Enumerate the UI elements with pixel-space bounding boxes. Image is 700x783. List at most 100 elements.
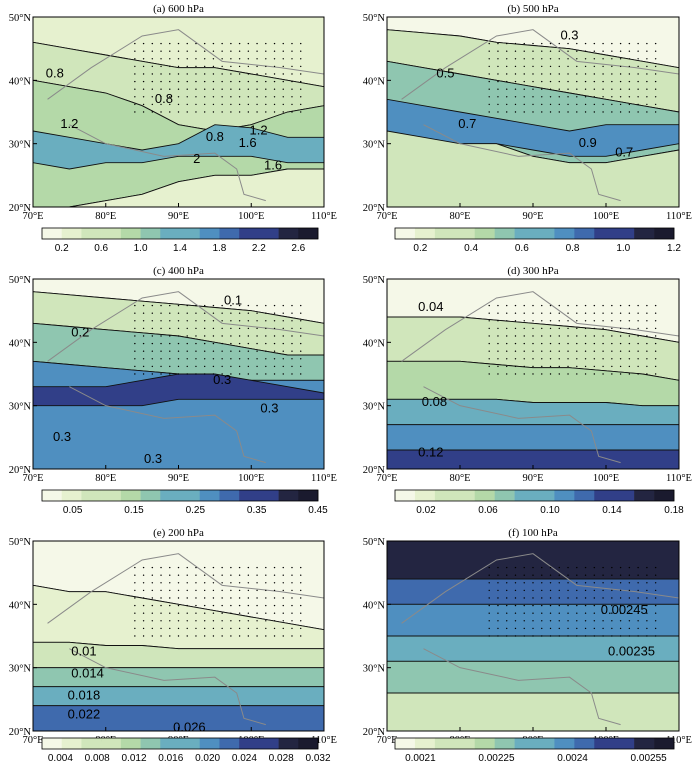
stipple-dot xyxy=(619,103,622,106)
stipple-dot xyxy=(646,597,648,599)
colorbar-tick-label: 0.028 xyxy=(269,753,294,764)
stipple-dot xyxy=(593,566,596,569)
stipple-dot xyxy=(532,358,534,360)
colorbar-segment xyxy=(395,738,416,749)
stipple-dot xyxy=(177,597,180,599)
stipple-dot xyxy=(203,574,206,576)
stipple-dot xyxy=(230,327,232,330)
stipple-dot xyxy=(265,58,267,60)
x-tick-label: 70°E xyxy=(376,211,397,222)
stipple-dot xyxy=(195,73,197,75)
stipple-dot xyxy=(593,96,596,98)
y-tick-label: 20°N xyxy=(363,727,386,738)
stipple-dot xyxy=(611,88,613,90)
stipple-dot xyxy=(558,58,560,60)
stipple-dot xyxy=(532,103,534,106)
stipple-dot xyxy=(230,627,232,630)
stipple-dot xyxy=(160,73,162,75)
stipple-dot xyxy=(238,312,241,314)
stipple-dot xyxy=(282,574,284,576)
stipple-dot xyxy=(506,597,508,599)
stipple-dot xyxy=(230,88,232,90)
stipple-dot xyxy=(619,566,622,569)
stipple-dot xyxy=(541,342,543,345)
stipple-dot xyxy=(497,80,499,83)
stipple-dot xyxy=(256,597,258,599)
stipple-dot xyxy=(584,604,587,607)
stipple-dot xyxy=(628,589,631,592)
stipple-dot xyxy=(637,335,639,337)
stipple-dot xyxy=(203,111,206,113)
stipple-dot xyxy=(514,96,517,98)
stipple-dot xyxy=(169,604,171,607)
stipple-dot xyxy=(628,320,631,322)
stipple-dot xyxy=(523,604,525,607)
stipple-dot xyxy=(541,96,543,98)
stipple-dot xyxy=(637,627,639,630)
contour-label: 0.00235 xyxy=(608,643,655,658)
stipple-dot xyxy=(282,589,284,592)
stipple-dot xyxy=(238,65,241,68)
stipple-dot xyxy=(488,582,490,584)
stipple-dot xyxy=(523,111,525,113)
stipple-dot xyxy=(514,582,517,584)
stipple-dot xyxy=(488,65,490,68)
stipple-dot xyxy=(177,604,180,607)
stipple-dot xyxy=(549,574,552,576)
colorbar-segment xyxy=(140,738,161,749)
stipple-dot xyxy=(238,42,241,45)
stipple-dot xyxy=(203,312,206,314)
stipple-dot xyxy=(203,627,206,630)
significance-stipple xyxy=(134,566,302,637)
stipple-dot xyxy=(195,597,197,599)
stipple-dot xyxy=(186,342,188,345)
stipple-dot xyxy=(142,358,145,360)
contour-label: 0.3 xyxy=(560,27,578,42)
stipple-dot xyxy=(576,597,578,599)
stipple-dot xyxy=(619,42,622,45)
stipple-dot xyxy=(593,103,596,106)
stipple-dot xyxy=(506,111,508,113)
x-tick-label: 100°E xyxy=(238,211,264,222)
stipple-dot xyxy=(584,335,587,337)
stipple-dot xyxy=(273,73,276,75)
stipple-dot xyxy=(488,80,490,83)
stipple-dot xyxy=(273,42,276,45)
stipple-dot xyxy=(151,327,154,330)
stipple-dot xyxy=(195,320,197,322)
stipple-dot xyxy=(549,635,552,637)
stipple-dot xyxy=(273,335,276,337)
stipple-dot xyxy=(488,304,490,307)
stipple-dot xyxy=(230,312,232,314)
stipple-dot xyxy=(256,620,258,622)
colorbar-segment xyxy=(42,738,63,749)
stipple-dot xyxy=(576,80,578,83)
stipple-dot xyxy=(602,358,604,360)
stipple-dot xyxy=(186,604,188,607)
stipple-dot xyxy=(203,582,206,584)
significance-stipple xyxy=(488,304,657,375)
stipple-dot xyxy=(238,50,241,52)
stipple-dot xyxy=(221,88,223,90)
stipple-dot xyxy=(532,574,534,576)
stipple-dot xyxy=(256,582,258,584)
stipple-dot xyxy=(602,327,604,330)
colorbar-segment xyxy=(120,490,141,501)
stipple-dot xyxy=(151,65,154,68)
stipple-dot xyxy=(602,627,604,630)
stipple-dot xyxy=(506,566,508,569)
stipple-dot xyxy=(195,627,197,630)
stipple-dot xyxy=(506,612,508,614)
stipple-dot xyxy=(646,373,648,375)
stipple-dot xyxy=(637,358,639,360)
stipple-dot xyxy=(619,604,622,607)
stipple-dot xyxy=(541,88,543,90)
stipple-dot xyxy=(576,58,578,60)
colorbar-segment xyxy=(594,228,615,239)
stipple-dot xyxy=(160,612,162,614)
stipple-dot xyxy=(160,65,162,68)
stipple-dot xyxy=(247,612,250,614)
stipple-dot xyxy=(654,350,657,352)
stipple-dot xyxy=(177,88,180,90)
contour-label: 1.6 xyxy=(264,157,282,172)
